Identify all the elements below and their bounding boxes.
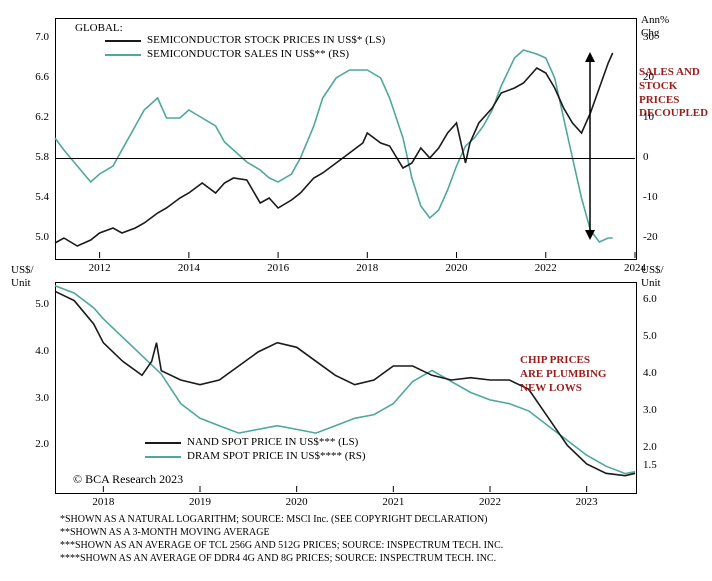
tick-label: 5.8 (9, 151, 49, 163)
top-legend-title: GLOBAL: (75, 22, 123, 34)
bottom-chart-left-axis-label-2: Unit (11, 277, 31, 289)
top-legend-swatch-stock (105, 40, 141, 42)
tick-label: 2020 (286, 496, 308, 508)
tick-label: 10 (643, 111, 654, 123)
tick-label: 2016 (267, 262, 289, 274)
tick-label: 6.2 (9, 111, 49, 123)
tick-label: 7.0 (9, 31, 49, 43)
tick-label: 2014 (178, 262, 200, 274)
tick-label: 2018 (92, 496, 114, 508)
tick-label: 2022 (479, 496, 501, 508)
footnote-3: ***SHOWN AS AN AVERAGE OF TCL 256G AND 5… (60, 540, 503, 551)
tick-label: 30 (643, 31, 654, 43)
footnote-4: ****SHOWN AS AN AVERAGE OF DDR4 4G AND 8… (60, 553, 496, 564)
bottom-legend-label-dram: DRAM SPOT PRICE IN US$**** (RS) (187, 450, 366, 462)
tick-label: 0 (643, 151, 649, 163)
tick-label: -10 (643, 191, 658, 203)
tick-label: 2021 (382, 496, 404, 508)
tick-label: 1.5 (643, 459, 657, 471)
footnote-2: **SHOWN AS A 3-MONTH MOVING AVERAGE (60, 527, 270, 538)
bottom-legend-swatch-nand (145, 442, 181, 444)
tick-label: 2018 (356, 262, 378, 274)
footnote-1: *SHOWN AS A NATURAL LOGARITHM; SOURCE: M… (60, 514, 488, 525)
tick-label: 3.0 (9, 392, 49, 404)
bottom-legend-swatch-dram (145, 456, 181, 458)
tick-label: 2012 (89, 262, 111, 274)
tick-label: 5.0 (9, 231, 49, 243)
top-annotation-arrow (580, 52, 600, 240)
bottom-legend-label-nand: NAND SPOT PRICE IN US$*** (LS) (187, 436, 358, 448)
tick-label: 5.0 (9, 298, 49, 310)
top-legend-swatch-sales (105, 54, 141, 56)
bottom-chart-right-axis-label-2: Unit (641, 277, 661, 289)
bottom-copyright: © BCA Research 2023 (73, 472, 183, 487)
tick-label: 3.0 (643, 404, 657, 416)
tick-label: 2.0 (643, 441, 657, 453)
bottom-annotation: CHIP PRICESARE PLUMBINGNEW LOWS (520, 354, 606, 395)
tick-label: 2023 (576, 496, 598, 508)
top-chart-zero-line (55, 158, 635, 159)
bottom-chart-left-axis-label-1: US$/ (11, 264, 34, 276)
tick-label: 4.0 (643, 367, 657, 379)
tick-label: 4.0 (9, 345, 49, 357)
tick-label: 5.4 (9, 191, 49, 203)
tick-label: 2022 (535, 262, 557, 274)
top-legend-label-stock: SEMICONDUCTOR STOCK PRICES IN US$* (LS) (147, 34, 385, 46)
top-chart-right-axis-label-1: Ann% (641, 14, 669, 26)
tick-label: 6.0 (643, 293, 657, 305)
tick-label: 2024 (624, 262, 646, 274)
tick-label: -20 (643, 231, 658, 243)
tick-label: 2020 (446, 262, 468, 274)
tick-label: 2.0 (9, 438, 49, 450)
tick-label: 20 (643, 71, 654, 83)
top-legend-label-sales: SEMICONDUCTOR SALES IN US$** (RS) (147, 48, 349, 60)
tick-label: 2019 (189, 496, 211, 508)
tick-label: 6.6 (9, 71, 49, 83)
tick-label: 5.0 (643, 330, 657, 342)
